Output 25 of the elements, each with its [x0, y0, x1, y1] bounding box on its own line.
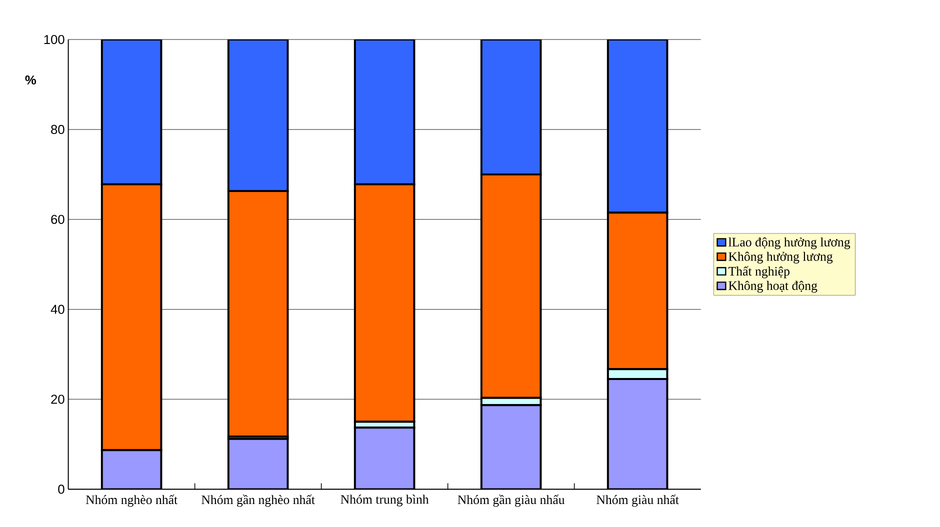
bar	[480, 404, 542, 490]
y-tick-label: 40	[50, 304, 64, 314]
bar	[606, 378, 668, 490]
bar	[227, 40, 289, 192]
y-tick-label: 60	[51, 214, 64, 224]
legend-label: Không hoạt động	[728, 281, 818, 293]
x-tick-label: Nhóm nghèo nhất	[86, 494, 178, 507]
y-tick-label: 100	[44, 35, 64, 44]
y-tick-label: 20	[51, 394, 64, 404]
y-axis-title: %	[25, 76, 36, 85]
bar	[606, 40, 668, 214]
bar	[100, 449, 162, 490]
x-tick-label: Nhóm gần nghèo nhất	[202, 494, 315, 507]
x-tick-label: Nhóm gần giàu nhấu	[458, 494, 565, 507]
bar	[354, 40, 416, 186]
x-tick-label: Nhóm giàu nhất	[596, 494, 679, 507]
y-tick-label: 80	[51, 125, 64, 134]
bar	[100, 40, 162, 186]
legend-label: lLao động hưởng lương	[728, 238, 850, 250]
y-tick-label: 0	[58, 484, 64, 494]
bar	[227, 438, 289, 490]
x-tick-label: Nhóm trung bình	[340, 494, 429, 506]
legend-label: Thất nghiệp	[728, 266, 790, 278]
legend-label: Không hưởng lương	[728, 252, 833, 264]
bar	[354, 426, 416, 490]
